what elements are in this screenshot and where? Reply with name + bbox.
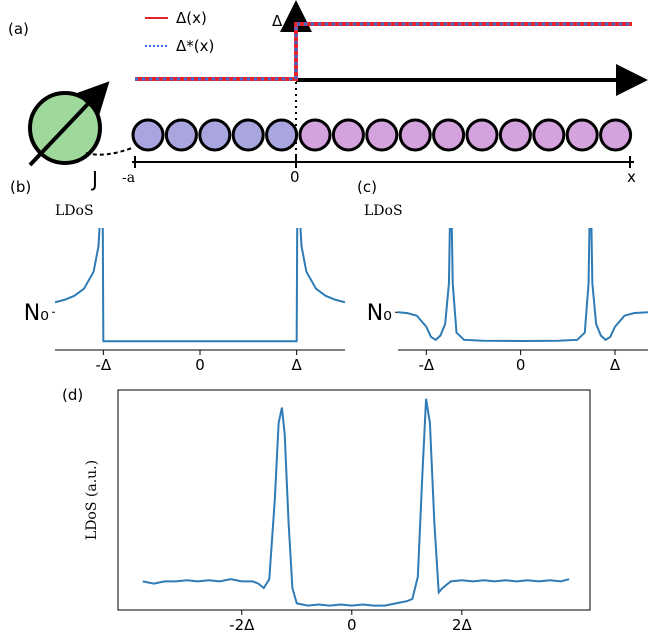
site: [298, 118, 332, 152]
spin-arrow: [28, 81, 110, 167]
site: [231, 118, 265, 152]
y-axis-label: LDoS: [364, 203, 403, 219]
ldos-curve: [55, 228, 345, 343]
x-tick-label: -Δ: [95, 356, 111, 374]
y-axis-label: LDoS: [55, 203, 94, 219]
site: [532, 118, 566, 152]
site: [265, 118, 299, 152]
x-tick-label: -2Δ: [229, 616, 255, 634]
site: [498, 118, 532, 152]
x-tick-label: Δ: [292, 356, 303, 374]
x-axis-label: x: [627, 168, 636, 186]
site: [398, 118, 432, 152]
site: [465, 118, 499, 152]
y-axis-label: Δ: [272, 12, 283, 30]
x-tick-label: 2Δ: [452, 616, 473, 634]
delta-step: [135, 22, 632, 81]
ldos-curve: [398, 228, 648, 343]
x-tick-label: -Δ: [418, 356, 434, 374]
legend-entry: Δ*(x): [176, 37, 214, 55]
site: [164, 118, 198, 152]
y-axis-label: LDoS (a.u.): [84, 460, 100, 540]
y-tick-label: N₀: [367, 301, 392, 326]
chain: [131, 118, 633, 152]
panel-a: (a) Δ(x) Δ*(x) Δ -a 0 x J: [8, 0, 648, 191]
site: [198, 118, 232, 152]
panel-label: (c): [357, 178, 377, 196]
x-tick-label: 0: [347, 616, 357, 634]
site: [331, 118, 365, 152]
site: [365, 118, 399, 152]
coupling: [85, 147, 133, 156]
site: [432, 118, 466, 152]
y-tick-label: N₀: [24, 301, 49, 326]
x-tick-label: 0: [290, 168, 300, 186]
x-tick-label: 0: [516, 356, 526, 374]
panel-label: (b): [10, 178, 31, 196]
x-tick-label: Δ: [610, 356, 621, 374]
x-tick-label: -a: [122, 170, 135, 186]
legend-entry: Δ(x): [176, 9, 207, 27]
site: [599, 118, 633, 152]
coupling-label: J: [90, 167, 98, 191]
panel-label: (d): [62, 386, 83, 404]
x-tick-label: 0: [195, 356, 205, 374]
site: [131, 118, 165, 152]
ldos-curve: [142, 398, 570, 607]
site: [565, 118, 599, 152]
frame: [117, 389, 591, 611]
panel-label: (a): [8, 20, 29, 38]
